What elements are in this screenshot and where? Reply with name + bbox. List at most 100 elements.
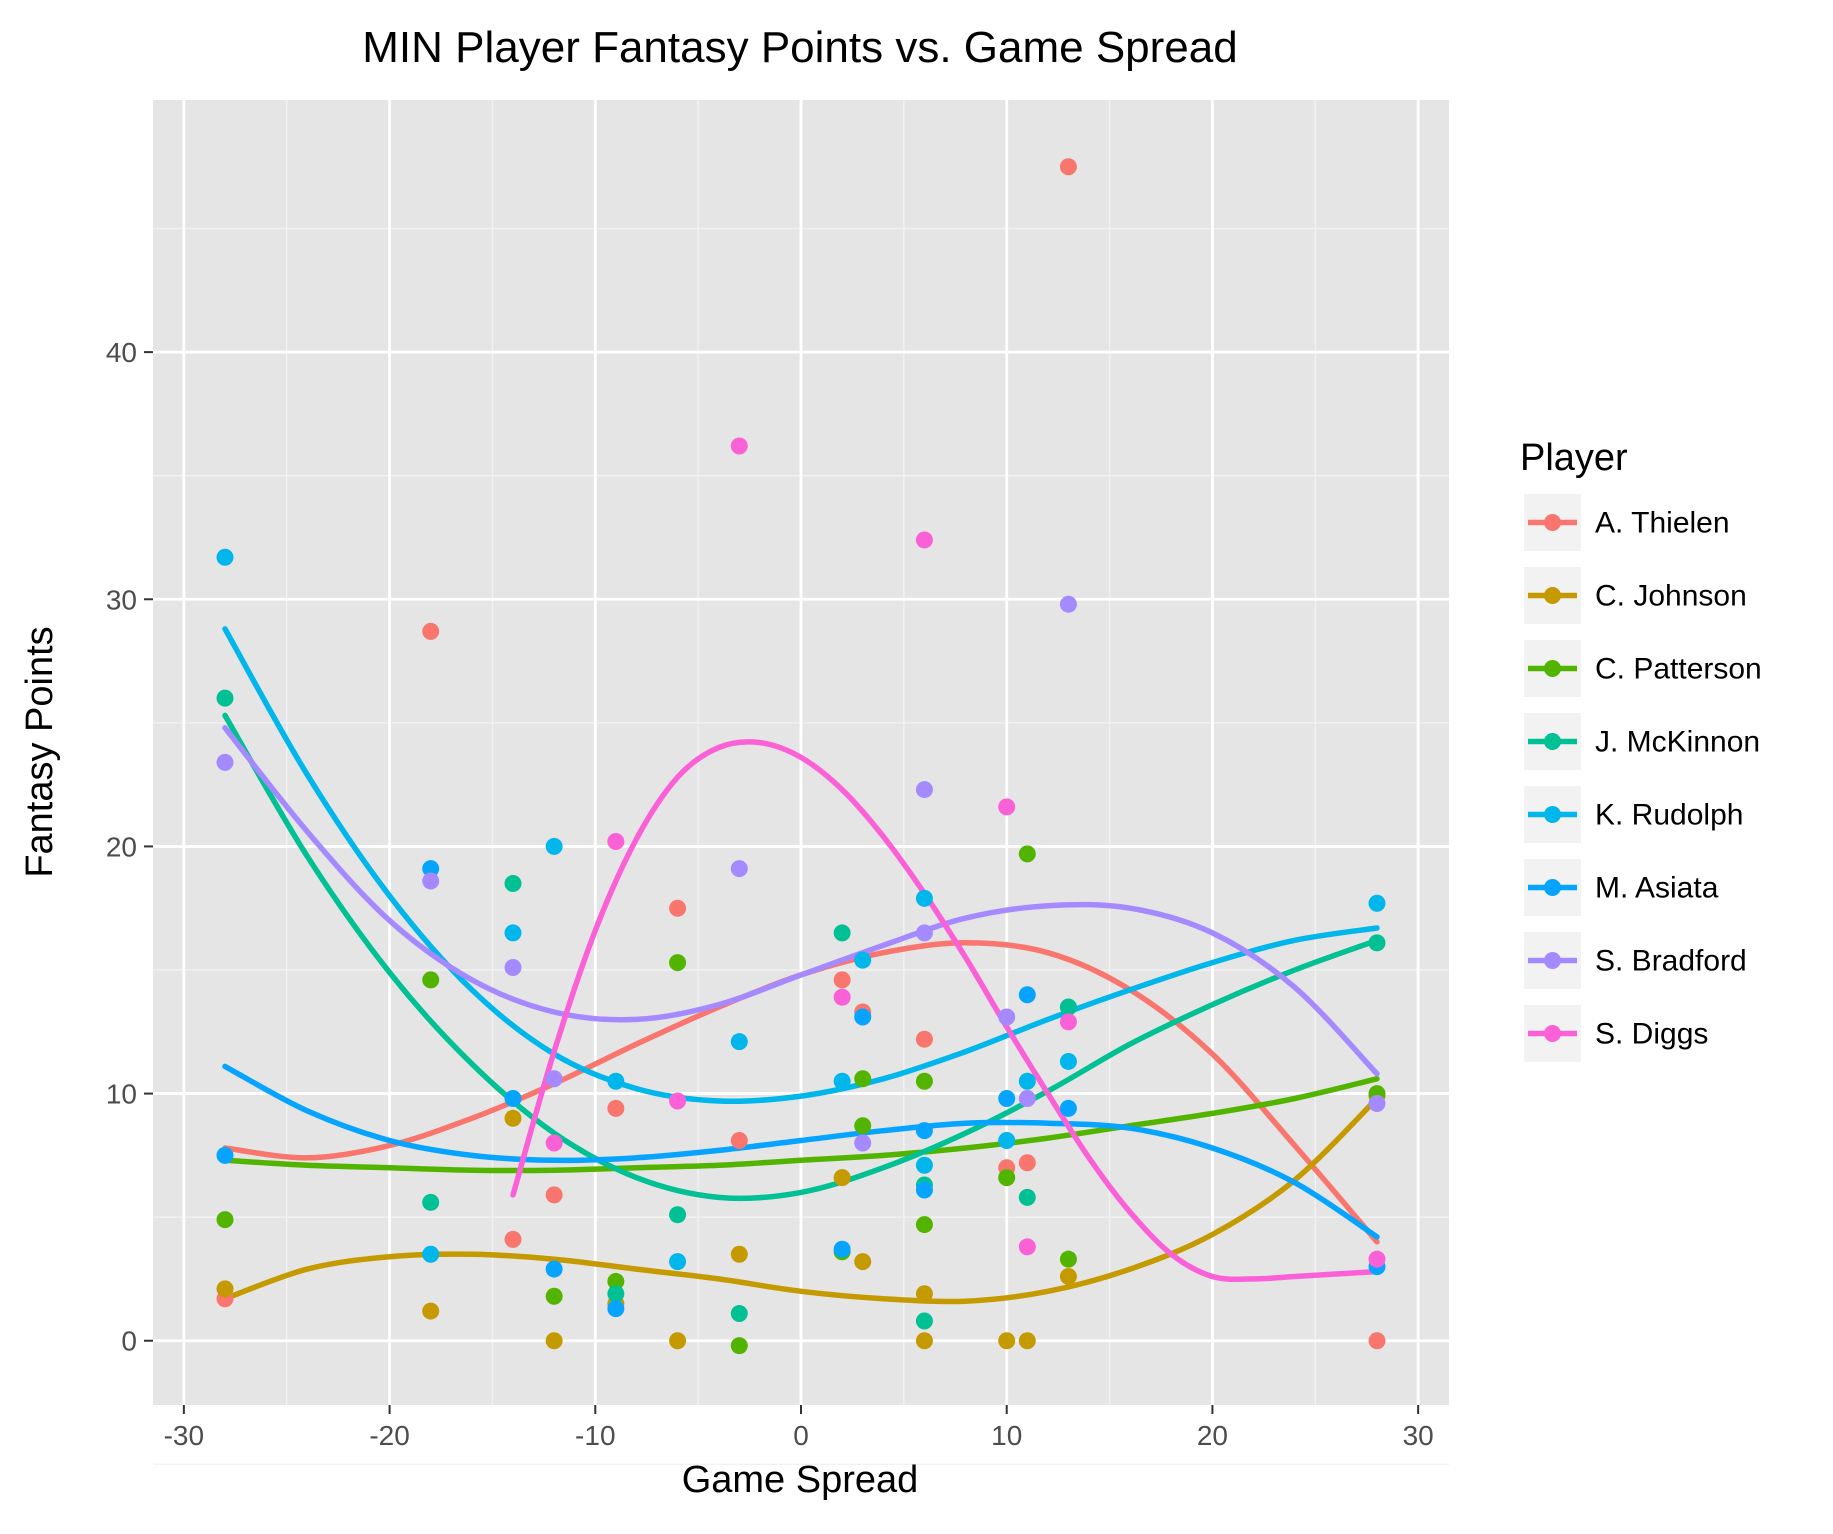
point-k-rudolph (730, 1033, 748, 1051)
legend-item-c-patterson: C. Patterson (1524, 640, 1762, 697)
legend-key-point (1544, 806, 1561, 823)
trend-line-c-patterson (222, 1076, 1380, 1174)
legend-title: Player (1520, 437, 1628, 479)
point-c-patterson (422, 971, 440, 989)
point-m-asiata (422, 860, 440, 878)
point-k-rudolph (1059, 1052, 1077, 1070)
point-s-diggs (1368, 1250, 1386, 1268)
trend-line-m-asiata (222, 1063, 1380, 1240)
point-c-patterson (607, 1272, 625, 1290)
y-tick-label: 20 (106, 831, 137, 862)
x-tick-label: -30 (164, 1420, 204, 1451)
legend-item-s-diggs: S. Diggs (1524, 1005, 1708, 1062)
x-tick-label: 10 (991, 1420, 1022, 1451)
point-s-bradford (854, 1134, 872, 1152)
point-j-mckinnon (1368, 934, 1386, 952)
x-tick-label: 0 (793, 1420, 809, 1451)
point-k-rudolph (422, 1245, 440, 1263)
trend-line-c-johnson (222, 1095, 1380, 1305)
point-j-mckinnon (504, 874, 522, 892)
point-s-bradford (915, 924, 933, 942)
point-j-mckinnon (669, 1206, 687, 1224)
point-k-rudolph (504, 924, 522, 942)
point-a-thielen (422, 622, 440, 640)
major-gridlines (153, 100, 1449, 1405)
data-points (216, 158, 1386, 1355)
point-m-asiata (1018, 986, 1036, 1004)
point-m-asiata (545, 1260, 563, 1278)
point-c-patterson (545, 1287, 563, 1305)
legend-key-point (1544, 733, 1561, 750)
legend-key-point (1544, 1025, 1561, 1042)
legend-item-c-johnson: C. Johnson (1524, 567, 1747, 624)
point-c-johnson (833, 1169, 851, 1187)
point-s-diggs (545, 1134, 563, 1152)
point-c-johnson (915, 1332, 933, 1350)
point-j-mckinnon (1018, 1188, 1036, 1206)
y-tick-label: 30 (106, 584, 137, 615)
point-s-diggs (669, 1092, 687, 1110)
point-m-asiata (854, 1008, 872, 1026)
point-m-asiata (607, 1300, 625, 1318)
point-c-johnson (998, 1332, 1016, 1350)
point-a-thielen (1368, 1332, 1386, 1350)
point-j-mckinnon (607, 1285, 625, 1303)
legend-key-point (1544, 660, 1561, 677)
axes: -30 -20 -10 0 10 20 30 0 10 20 30 40 (106, 337, 1434, 1451)
chart-title: MIN Player Fantasy Points vs. Game Sprea… (362, 23, 1237, 72)
legend-item-m-asiata: M. Asiata (1524, 859, 1719, 916)
point-a-thielen (607, 1099, 625, 1117)
point-m-asiata (1059, 1099, 1077, 1117)
point-k-rudolph (607, 1072, 625, 1090)
trend-lines (222, 626, 1380, 1305)
legend-key-point (1544, 587, 1561, 604)
point-c-johnson (422, 1302, 440, 1320)
x-axis-title: Game Spread (682, 1459, 919, 1501)
legend-label: C. Patterson (1595, 653, 1762, 686)
point-s-diggs (833, 988, 851, 1006)
point-s-bradford (1368, 1094, 1386, 1112)
point-s-bradford (422, 872, 440, 890)
point-a-thielen (915, 1030, 933, 1048)
point-s-diggs (1018, 1238, 1036, 1256)
point-c-patterson (669, 954, 687, 972)
point-s-diggs (1059, 1013, 1077, 1031)
y-axis-title: Fantasy Points (19, 626, 61, 877)
legend-item-j-mckinnon: J. McKinnon (1524, 713, 1760, 770)
x-tick-label: -20 (369, 1420, 409, 1451)
point-k-rudolph (915, 889, 933, 907)
legend-label: C. Johnson (1595, 580, 1747, 613)
point-s-bradford (504, 959, 522, 977)
point-k-rudolph (833, 1072, 851, 1090)
point-j-mckinnon (422, 1193, 440, 1211)
legend-label: J. McKinnon (1595, 726, 1760, 759)
legend-label: M. Asiata (1595, 872, 1719, 905)
point-k-rudolph (1018, 1072, 1036, 1090)
point-j-mckinnon (1059, 998, 1077, 1016)
point-c-patterson (730, 1337, 748, 1355)
point-c-patterson (1059, 1250, 1077, 1268)
point-j-mckinnon (833, 924, 851, 942)
point-a-thielen (504, 1230, 522, 1248)
point-m-asiata (998, 1090, 1016, 1108)
point-c-johnson (1059, 1267, 1077, 1285)
point-s-bradford (915, 781, 933, 799)
point-s-diggs (607, 832, 625, 850)
point-s-bradford (998, 1008, 1016, 1026)
trend-line-j-mckinnon (222, 712, 1380, 1202)
x-tick-label: -10 (575, 1420, 615, 1451)
legend-item-k-rudolph: K. Rudolph (1524, 786, 1743, 843)
point-s-bradford (1059, 595, 1077, 613)
trend-line-s-bradford (222, 725, 1380, 1077)
point-a-thielen (1018, 1154, 1036, 1172)
legend-item-a-thielen: A. Thielen (1524, 494, 1730, 551)
point-m-asiata (504, 1090, 522, 1108)
point-c-johnson (545, 1332, 563, 1350)
legend-label: S. Bradford (1595, 945, 1747, 978)
point-c-patterson (1018, 845, 1036, 863)
point-a-thielen (545, 1186, 563, 1204)
point-j-mckinnon (730, 1305, 748, 1323)
trend-line-k-rudolph (222, 626, 1380, 1105)
point-k-rudolph (669, 1253, 687, 1271)
x-tick-label: 20 (1197, 1420, 1228, 1451)
